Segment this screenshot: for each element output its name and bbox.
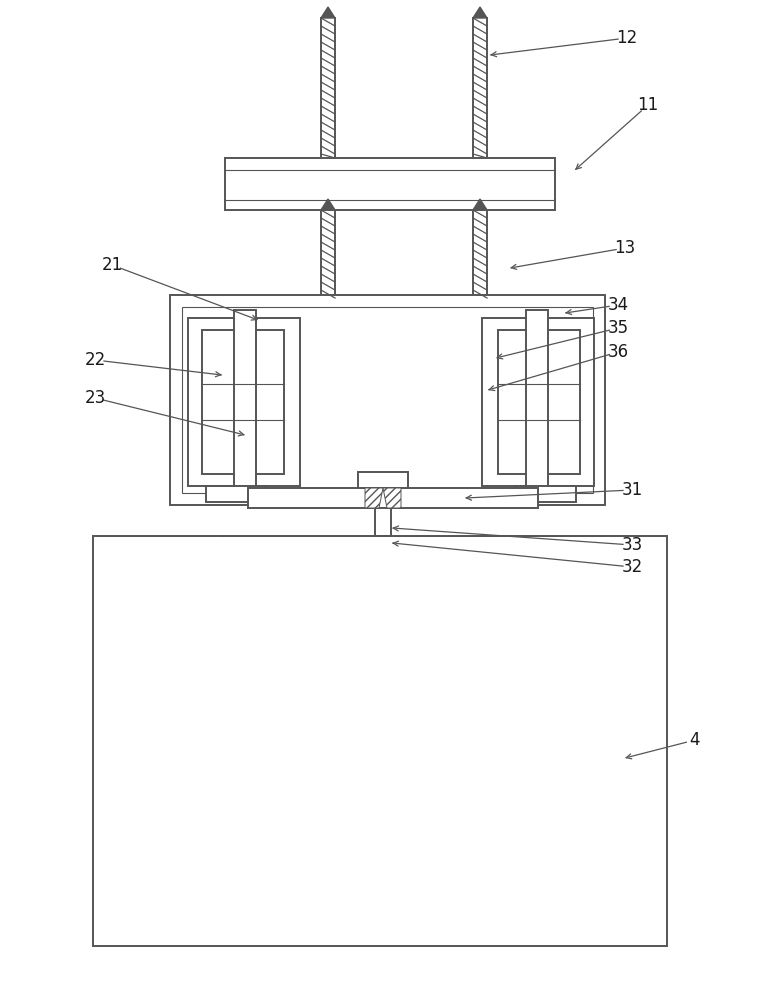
- Polygon shape: [321, 7, 335, 18]
- Text: 13: 13: [614, 239, 636, 257]
- Bar: [526, 310, 548, 488]
- Text: 11: 11: [637, 96, 659, 114]
- Polygon shape: [473, 7, 487, 18]
- Text: 12: 12: [617, 29, 637, 47]
- Bar: [202, 330, 284, 474]
- Text: 22: 22: [84, 351, 106, 369]
- Text: 36: 36: [607, 343, 629, 361]
- Text: 35: 35: [607, 319, 629, 337]
- Bar: [170, 295, 605, 505]
- Bar: [182, 307, 593, 493]
- Bar: [516, 486, 576, 502]
- Bar: [466, 298, 494, 314]
- Bar: [206, 486, 266, 502]
- Bar: [358, 472, 408, 488]
- Polygon shape: [321, 199, 335, 210]
- Bar: [321, 18, 335, 158]
- Bar: [225, 158, 555, 210]
- Bar: [375, 508, 391, 536]
- Text: 31: 31: [621, 481, 643, 499]
- Text: 33: 33: [621, 536, 643, 554]
- Bar: [248, 488, 538, 508]
- Bar: [314, 298, 342, 314]
- Text: 4: 4: [690, 731, 700, 749]
- Bar: [321, 210, 335, 298]
- Bar: [498, 330, 580, 474]
- Bar: [473, 18, 487, 158]
- Text: 23: 23: [84, 389, 106, 407]
- Bar: [473, 210, 487, 298]
- Polygon shape: [383, 488, 401, 508]
- Polygon shape: [365, 488, 383, 508]
- Bar: [482, 318, 594, 486]
- Text: 21: 21: [101, 256, 123, 274]
- Polygon shape: [473, 199, 487, 210]
- Bar: [234, 310, 256, 488]
- Text: 32: 32: [621, 558, 643, 576]
- Bar: [93, 536, 667, 946]
- Text: 34: 34: [607, 296, 629, 314]
- Bar: [188, 318, 300, 486]
